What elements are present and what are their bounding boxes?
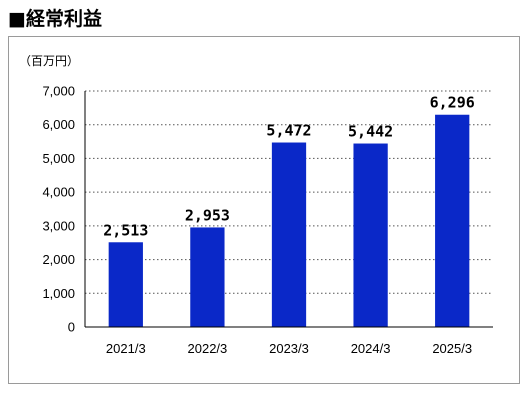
data-label: 6,296 <box>430 94 475 112</box>
x-tick-label: 2022/3 <box>188 341 228 356</box>
y-tick-label: 5,000 <box>42 151 75 166</box>
data-label: 2,513 <box>103 221 148 239</box>
y-tick-label: 2,000 <box>42 252 75 267</box>
bar <box>435 114 470 327</box>
data-label: 2,953 <box>185 206 230 224</box>
bar <box>108 242 143 327</box>
x-tick-label: 2025/3 <box>432 341 472 356</box>
data-label: 5,472 <box>266 122 311 140</box>
y-tick-label: 3,000 <box>42 218 75 233</box>
y-tick-label: 7,000 <box>42 84 75 99</box>
unit-label: （百万円） <box>19 54 79 68</box>
bar <box>190 227 225 327</box>
y-tick-label: 1,000 <box>42 286 75 301</box>
bar <box>353 143 388 327</box>
x-tick-label: 2021/3 <box>106 341 146 356</box>
x-tick-label: 2024/3 <box>351 341 391 356</box>
y-tick-label: 6,000 <box>42 117 75 132</box>
y-tick-label: 0 <box>68 320 75 335</box>
bar <box>271 142 307 327</box>
data-label: 5,442 <box>348 123 393 141</box>
chart-frame: （百万円） 0 1,000 2,000 3,000 4,000 5,000 6,000 7,0… <box>8 36 520 384</box>
page-title: ■経常利益 <box>8 8 102 30</box>
bar-chart: （百万円） 0 1,000 2,000 3,000 4,000 5,000 6,000 7,0… <box>19 54 493 356</box>
x-tick-label: 2023/3 <box>269 341 309 356</box>
y-tick-label: 4,000 <box>42 185 75 200</box>
